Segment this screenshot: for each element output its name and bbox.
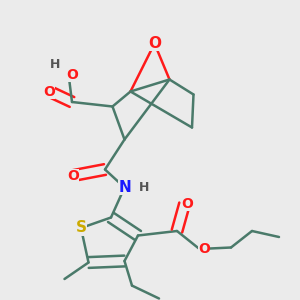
- Text: O: O: [66, 68, 78, 82]
- Text: O: O: [198, 242, 210, 256]
- Text: O: O: [44, 85, 56, 98]
- Text: H: H: [139, 181, 149, 194]
- Text: H: H: [50, 58, 61, 71]
- Text: O: O: [68, 169, 80, 182]
- Text: O: O: [182, 197, 194, 211]
- Text: N: N: [118, 180, 131, 195]
- Text: O: O: [148, 36, 161, 51]
- Text: S: S: [76, 220, 86, 236]
